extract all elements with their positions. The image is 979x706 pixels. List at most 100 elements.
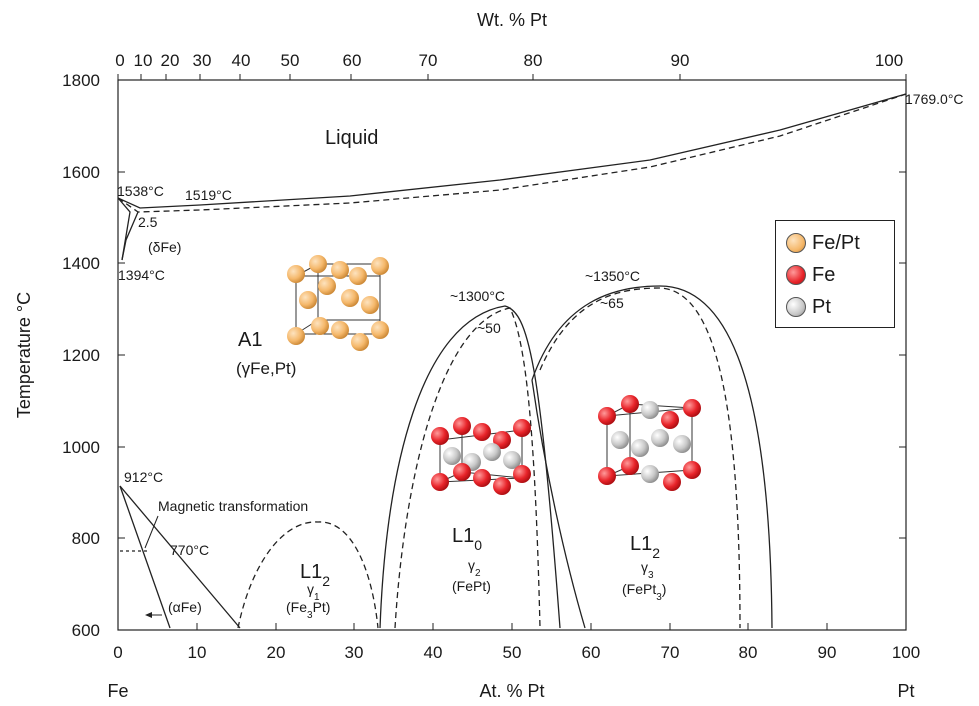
liquidus-line (117, 93, 907, 209)
y-tick-label: 1400 (62, 254, 100, 273)
l12-fe3pt-dome (237, 521, 379, 629)
l12b-formula-1: (FePt (622, 581, 656, 597)
l12-crystal-structure (598, 395, 701, 491)
pt-atom (611, 431, 629, 449)
l10-l12-boundary (531, 379, 586, 629)
top-tick-label: 30 (193, 51, 212, 70)
a1-crystal-structure (287, 255, 389, 351)
l12a-gamma-index: 1 (314, 592, 320, 603)
l12b-gamma-index: 3 (648, 570, 654, 581)
y-tick-label: 600 (72, 621, 100, 640)
svg-text:(Fe3Pt): (Fe3Pt) (286, 599, 330, 621)
fe-atom (431, 427, 449, 445)
l12b-index: 2 (652, 545, 660, 561)
l12a-formula-3: Pt) (313, 599, 331, 615)
top-tick-label: 0 (115, 51, 124, 70)
svg-text:L12: L12 (300, 561, 330, 589)
pt-atom (483, 443, 501, 461)
y-tick-label: 1800 (62, 71, 100, 90)
top-tick-label: 80 (524, 51, 543, 70)
fe-atom (683, 461, 701, 479)
l12a-gamma: γ (307, 581, 314, 597)
bottom-x-ticks (117, 623, 907, 630)
fept-atom (331, 261, 349, 279)
fept-atom (341, 289, 359, 307)
l10-dome-inner (394, 307, 541, 629)
top-tick-label: 60 (343, 51, 362, 70)
fept-atom (331, 321, 349, 339)
l12-fept3-dome-inner (539, 287, 741, 629)
fe-atom (663, 473, 681, 491)
legend-item-fe: Fe (786, 261, 835, 289)
solidus-line (117, 93, 907, 213)
fe-atom (513, 465, 531, 483)
top-tick-label: 90 (671, 51, 690, 70)
pt-atom (651, 429, 669, 447)
fept-atom (349, 267, 367, 285)
x-tick-label: 60 (582, 643, 601, 662)
fept-atom (287, 327, 305, 345)
y-tick-labels: 600 800 1000 1200 1400 1600 1800 (62, 71, 100, 640)
fe-atom (473, 469, 491, 487)
l10-gamma-index: 2 (475, 568, 481, 579)
top-tick-label: 70 (419, 51, 438, 70)
temp-1538-label: 1538°C (117, 183, 164, 199)
x-tick-label: 40 (424, 643, 443, 662)
svg-text:γ3: γ3 (641, 559, 654, 581)
phase-boundaries (117, 93, 907, 629)
pt-atom (503, 451, 521, 469)
fept-atom (371, 257, 389, 275)
temp-1394-label: 1394°C (118, 267, 165, 283)
x-tick-label: 80 (739, 643, 758, 662)
temp-1519-label: 1519°C (185, 187, 232, 203)
x-tick-label: 0 (113, 643, 122, 662)
temp-1300-label: ~1300°C (450, 288, 505, 304)
fe-atom (473, 423, 491, 441)
pt-atom-icon (786, 297, 806, 317)
top-axis-title: Wt. % Pt (477, 10, 547, 30)
plot-frame (117, 79, 907, 631)
fe-atom (493, 431, 511, 449)
pt-atom (641, 401, 659, 419)
magnetic-transformation-label: Magnetic transformation (158, 498, 308, 514)
atom-legend: Fe/Pt Fe Pt (775, 220, 895, 328)
svg-text:(FePt3): (FePt3) (622, 581, 666, 603)
fept-atom (318, 277, 336, 295)
pt-atom (631, 439, 649, 457)
fept-atom (309, 255, 327, 273)
top-x-ticks (117, 74, 907, 80)
pt-atom (673, 435, 691, 453)
x-tick-label: 20 (267, 643, 286, 662)
x-tick-label: 90 (818, 643, 837, 662)
fe-atom (598, 467, 616, 485)
a1-name: A1 (238, 329, 262, 351)
magnetic-leader-line (144, 515, 159, 549)
y-tick-label: 1600 (62, 163, 100, 182)
legend-label: Pt (812, 295, 831, 318)
delta-fe-boundary (121, 211, 139, 261)
right-element-label: Pt (897, 681, 914, 701)
x-tick-label: 70 (661, 643, 680, 662)
x-tick-label: 30 (345, 643, 364, 662)
fept-atom (351, 333, 369, 351)
comp-2-5-label: 2.5 (138, 214, 158, 230)
l10-fept-label: L10 γ2 (FePt) (452, 525, 491, 594)
left-element-label: Fe (107, 681, 128, 701)
alpha-gamma-boundary (119, 485, 241, 629)
l12b-name: L1 (630, 533, 652, 555)
l12b-formula-2: 3 (656, 592, 662, 603)
l12-fept3-dome-outer (531, 285, 773, 629)
l12a-name: L1 (300, 561, 322, 583)
l10-dome-outer (379, 305, 561, 629)
fe-atom (661, 411, 679, 429)
fe-atom-icon (786, 265, 806, 285)
x-tick-label: 50 (503, 643, 522, 662)
l12-fe3pt-label: L12 γ1 (Fe3Pt) (286, 561, 330, 621)
l12a-index: 2 (322, 573, 330, 589)
l12b-formula-3: ) (662, 581, 667, 597)
fe-atom (513, 419, 531, 437)
bottom-axis-title: At. % Pt (479, 681, 544, 701)
top-tick-label: 10 (134, 51, 153, 70)
fept-atom (287, 265, 305, 283)
